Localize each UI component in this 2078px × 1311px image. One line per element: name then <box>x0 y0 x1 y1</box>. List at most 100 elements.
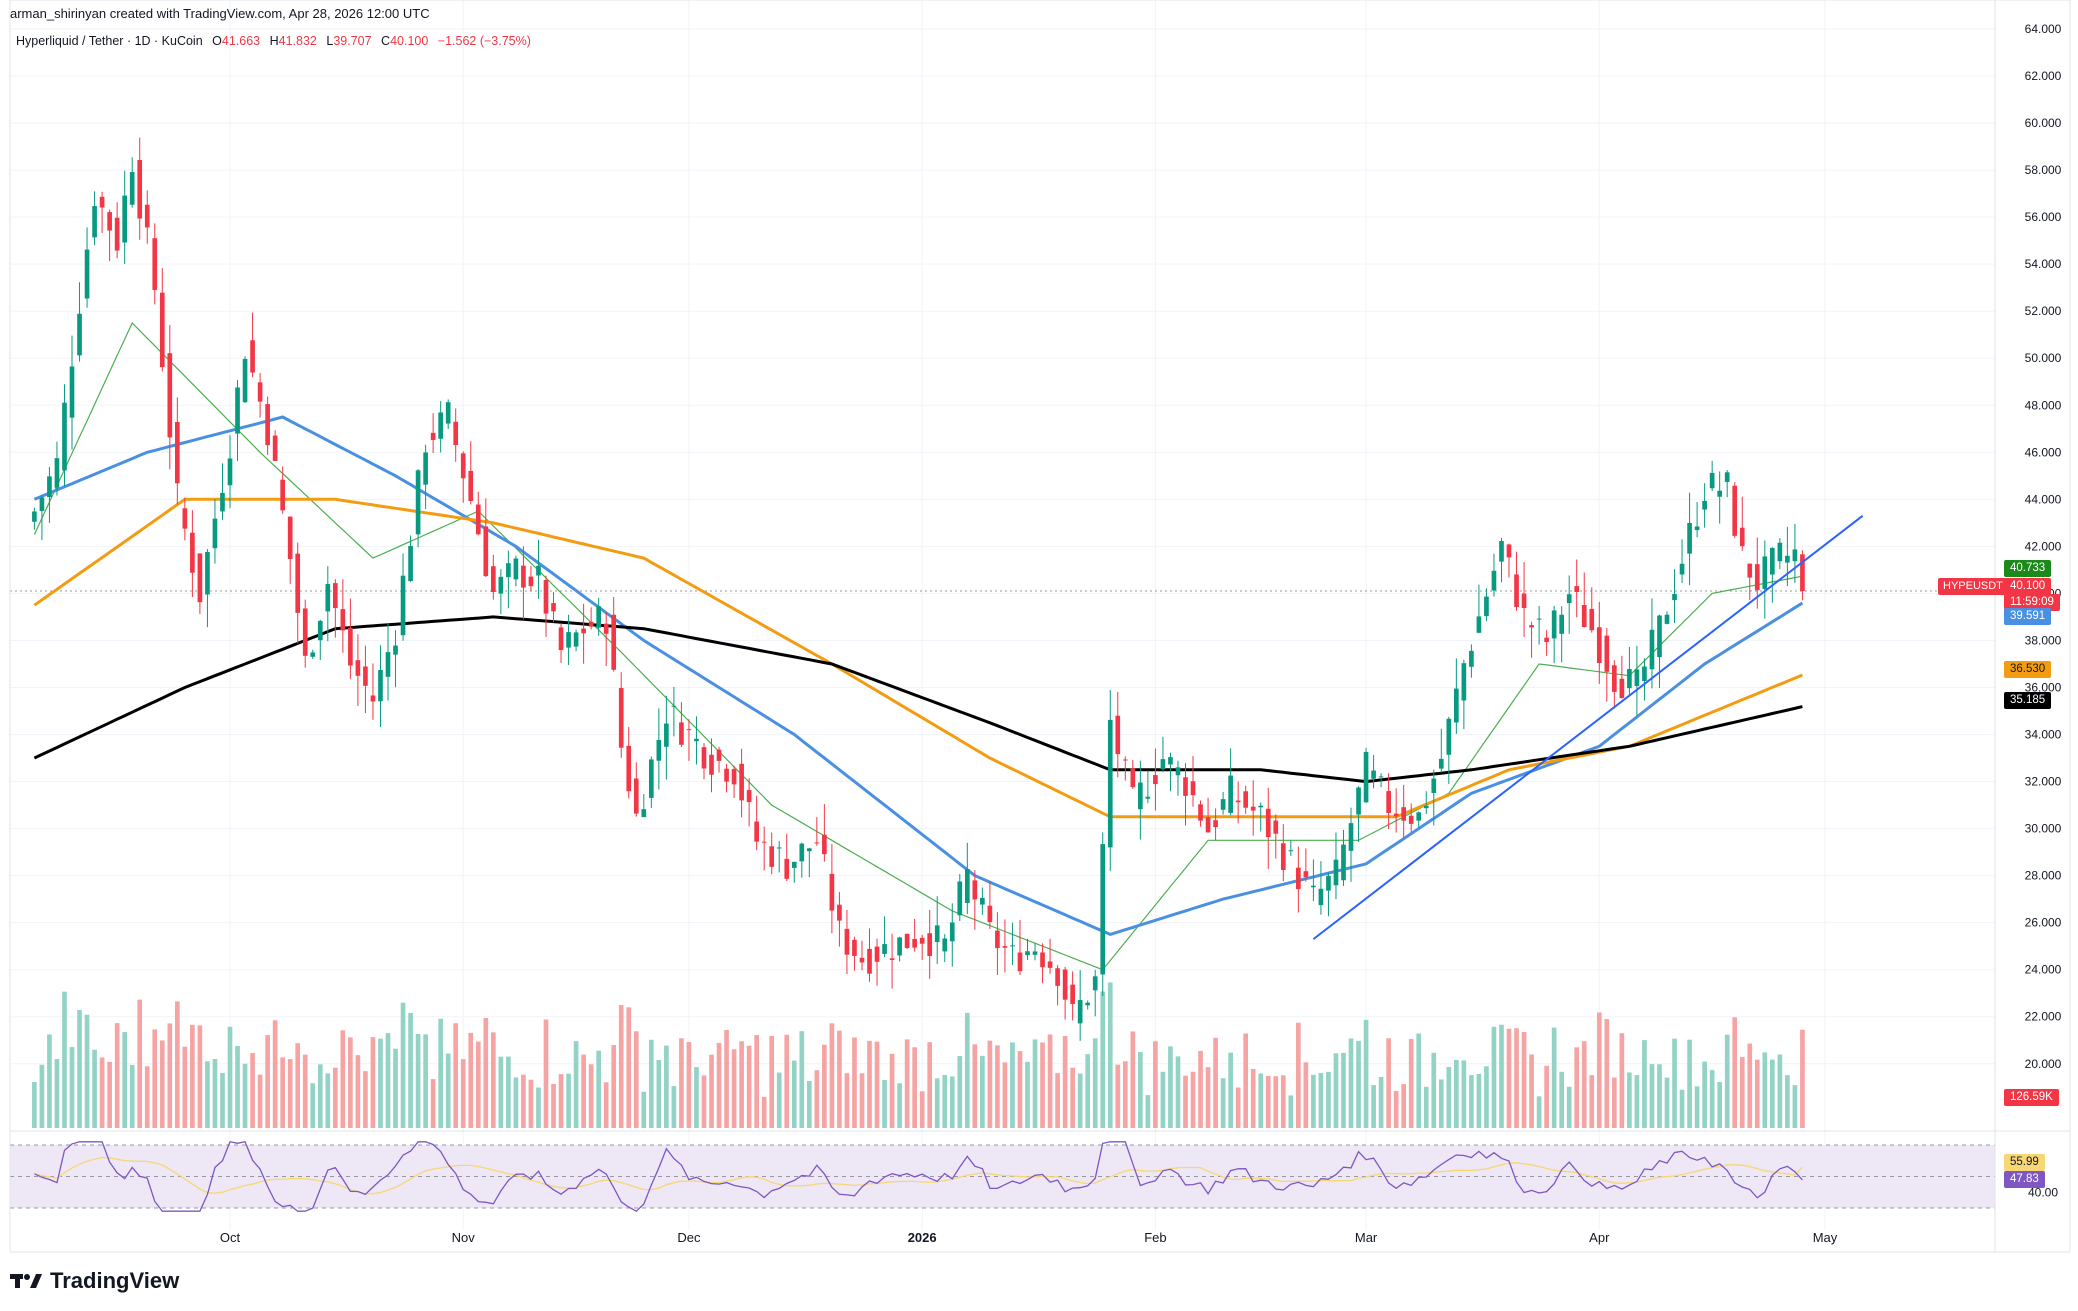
rsi-ma-line <box>34 1156 1803 1195</box>
volume-bar <box>1408 1038 1414 1128</box>
candle-body <box>1040 952 1045 968</box>
volume-bar <box>205 1061 210 1128</box>
grid-lines <box>10 0 1995 1230</box>
volume-bar <box>287 1059 293 1128</box>
volume-bar <box>889 1053 895 1128</box>
volume-bar <box>995 1045 1000 1128</box>
candle-body <box>1484 596 1489 617</box>
volume-bar <box>852 1037 857 1128</box>
y-tick-label: 64.000 <box>2025 22 2062 36</box>
candle-body <box>874 946 880 962</box>
candle-body <box>912 939 917 948</box>
volume-bar <box>1401 1084 1407 1128</box>
volume-bar <box>912 1047 917 1128</box>
volume-tag: 126.59K <box>2004 1089 2059 1106</box>
candle-body <box>182 508 188 529</box>
volume-bar <box>175 1001 180 1128</box>
volume-bar <box>513 1077 519 1128</box>
volume-bar <box>1717 1082 1723 1128</box>
volume-bar <box>1303 1062 1309 1128</box>
volume-bar <box>1499 1024 1504 1128</box>
volume-bar <box>761 1096 767 1128</box>
close-value: 40.100 <box>390 34 429 48</box>
volume-bar <box>1604 1019 1610 1128</box>
candle-body <box>964 869 970 903</box>
candle-body <box>317 620 323 641</box>
volume-bar <box>438 1018 443 1128</box>
volume-bar <box>1559 1071 1565 1128</box>
candle-body <box>348 627 353 666</box>
volume-bar <box>709 1054 714 1128</box>
x-tick-label: May <box>1813 1230 1838 1245</box>
symbol-tag: HYPEUSDT <box>1938 578 2008 595</box>
volume-bar <box>1062 1035 1068 1128</box>
candle-body <box>543 580 549 614</box>
volume-bar <box>1551 1027 1557 1128</box>
volume-bar <box>1055 1073 1060 1128</box>
trendline[interactable] <box>1312 515 1864 940</box>
candle-body <box>1047 961 1053 968</box>
volume-bar <box>949 1076 955 1128</box>
candle-body <box>573 632 579 647</box>
candle-body <box>1198 804 1203 821</box>
close-label: C <box>381 34 391 48</box>
volume-bar <box>1138 1052 1143 1128</box>
y-tick-label: 52.000 <box>2025 304 2062 318</box>
volume-bar <box>1529 1054 1534 1128</box>
x-tick-label: Apr <box>1589 1230 1610 1245</box>
volume-bar <box>1288 1095 1294 1128</box>
volume-bar <box>1265 1075 1271 1128</box>
volume-bar <box>144 1066 150 1128</box>
candle-body <box>829 873 835 911</box>
candle-body <box>47 476 52 498</box>
volume-bar <box>99 1057 105 1128</box>
volume-bar <box>942 1074 948 1128</box>
volume-bar <box>686 1042 692 1128</box>
y-tick-label: 60.000 <box>2025 116 2062 130</box>
y-tick-label: 26.000 <box>2025 916 2062 930</box>
candle-body <box>393 645 398 655</box>
volume-bar <box>1657 1064 1662 1128</box>
candle-body <box>1702 500 1707 510</box>
tradingview-logo-icon <box>10 1272 44 1290</box>
volume-bar <box>1649 1064 1655 1128</box>
candle-body <box>1393 813 1399 817</box>
candle-body <box>1777 542 1783 562</box>
volume-bar <box>814 1070 820 1128</box>
volume-bar <box>1438 1079 1444 1128</box>
candle-body <box>972 880 978 900</box>
candle-body <box>1672 594 1677 601</box>
candle-body <box>513 558 519 580</box>
volume-bar <box>483 1018 489 1128</box>
volume-bar <box>295 1043 301 1128</box>
volume-bar <box>1371 1085 1376 1128</box>
candle-body <box>355 660 361 676</box>
volume-bar <box>257 1074 263 1128</box>
candle-body <box>1506 544 1512 558</box>
candle-body <box>32 511 37 522</box>
volume-bar <box>1160 1071 1166 1128</box>
candle-body <box>430 432 436 441</box>
candle-body <box>1694 526 1700 531</box>
volume-bar <box>957 1055 963 1128</box>
candle-body <box>1423 805 1429 809</box>
candle-body <box>167 353 173 438</box>
volume-bar <box>1280 1075 1286 1128</box>
y-tick-label: 38.000 <box>2025 633 2062 647</box>
candle-body <box>1356 787 1361 815</box>
candle-body <box>1461 663 1467 701</box>
candle-body <box>814 842 820 844</box>
tradingview-logo[interactable]: TradingView <box>10 1268 179 1294</box>
x-tick-label: 2026 <box>908 1230 937 1245</box>
y-tick-label: 34.000 <box>2025 728 2062 742</box>
candle-body <box>822 834 827 855</box>
volume-bar <box>62 991 67 1128</box>
volume-bar <box>964 1012 970 1128</box>
volume-bar <box>152 1029 158 1128</box>
volume-bar <box>1664 1077 1670 1128</box>
candle-body <box>746 790 752 803</box>
volume-bar <box>1461 1060 1467 1128</box>
candle-body <box>837 904 842 921</box>
volume-bar <box>1800 1029 1805 1128</box>
